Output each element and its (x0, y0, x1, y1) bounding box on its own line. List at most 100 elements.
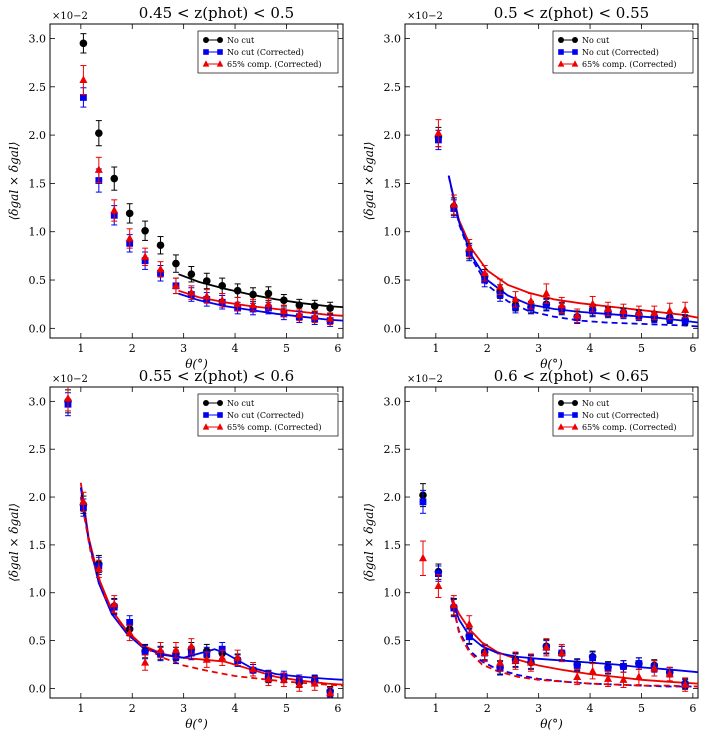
legend-marker-square (203, 412, 209, 418)
data-point-circle (218, 282, 227, 290)
data-point-triangle (279, 306, 288, 314)
data-point-triangle (94, 165, 103, 173)
x-axis-label: θ(°) (540, 717, 563, 731)
data-point-triangle (79, 497, 88, 505)
data-point-triangle (218, 295, 227, 304)
y-tick-label: 0.0 (384, 322, 402, 335)
data-point-square (635, 660, 643, 667)
data-point-square (419, 498, 427, 506)
legend-marker-square (217, 412, 223, 418)
x-tick-label: 6 (689, 702, 696, 715)
x-tick-label: 5 (638, 702, 645, 715)
data-point-square (141, 648, 149, 656)
legend-label: 65% comp. (Corrected) (227, 60, 322, 69)
x-tick-label: 2 (484, 342, 491, 355)
model-curve-solid (79, 482, 343, 686)
y-tick-label: 1.0 (29, 226, 47, 239)
legend-marker-circle (203, 37, 209, 43)
data-point-triangle (588, 299, 597, 308)
data-point-triangle (125, 233, 134, 242)
data-layer (79, 33, 343, 327)
y-tick-label: 3.0 (384, 32, 402, 45)
data-point-triangle (310, 679, 319, 687)
legend-label: No cut (Corrected) (227, 48, 304, 57)
plot-frame (404, 386, 699, 699)
y-tick-label: 1.5 (29, 177, 47, 190)
y-axis-label: ⟨δgal × δgal⟩ (7, 142, 21, 221)
data-point-triangle (434, 128, 443, 137)
legend-marker-circle (558, 37, 564, 43)
data-point-circle (172, 259, 180, 268)
data-point-triangle (511, 656, 520, 664)
data-point-triangle (573, 672, 582, 680)
data-point-triangle (295, 680, 304, 688)
x-axis-label: θ(°) (185, 357, 208, 371)
data-point-triangle (665, 669, 674, 678)
data-point-triangle (310, 312, 319, 320)
legend-marker-triangle (216, 423, 224, 430)
legend-marker-circle (203, 400, 209, 406)
y-tick-label: 0.5 (29, 274, 47, 287)
data-point-triangle (681, 680, 690, 688)
legend-marker-circle (572, 400, 578, 406)
legend-marker-circle (217, 37, 223, 43)
legend-marker-triangle (202, 423, 210, 430)
data-point-triangle (573, 311, 582, 319)
x-tick-label: 2 (129, 702, 136, 715)
y-exponent-label: ×10−2 (407, 11, 443, 22)
legend-marker-square (572, 412, 578, 418)
plot-frame (404, 23, 699, 339)
data-point-triangle (79, 75, 88, 84)
data-point-triangle (542, 289, 551, 297)
y-exponent-label: ×10−2 (407, 374, 443, 385)
y-tick-label: 0.0 (29, 322, 47, 335)
y-tick-label: 1.0 (384, 587, 402, 600)
y-tick-label: 1.5 (384, 539, 402, 552)
data-layer (418, 483, 698, 692)
data-point-triangle (588, 666, 597, 675)
legend-marker-square (572, 49, 578, 55)
x-tick-label: 5 (283, 702, 290, 715)
plot-frame (49, 386, 344, 699)
legend-marker-square (558, 412, 564, 418)
y-tick-label: 0.5 (29, 635, 47, 648)
x-tick-label: 1 (432, 342, 439, 355)
data-point-circle (141, 226, 149, 235)
y-tick-label: 2.0 (29, 129, 47, 142)
x-axis-label: θ(°) (540, 357, 563, 371)
data-point-square (80, 94, 87, 101)
data-point-square (604, 664, 612, 672)
x-tick-label: 5 (638, 342, 645, 355)
data-point-triangle (202, 655, 211, 663)
data-point-triangle (94, 564, 103, 572)
data-point-circle (125, 209, 134, 218)
model-curve-dashed (450, 597, 698, 688)
legend: No cut No cut (Corrected) 65% comp. (Corre… (197, 393, 339, 437)
y-tick-label: 1.0 (384, 226, 402, 239)
data-point-triangle (156, 264, 165, 273)
model-curve-solid (447, 175, 698, 319)
x-tick-label: 5 (283, 342, 290, 355)
data-point-circle (280, 296, 288, 305)
data-point-triangle (249, 664, 258, 673)
y-tick-label: 2.5 (384, 81, 402, 94)
legend-marker-triangle (202, 60, 210, 67)
model-curve-solid (447, 175, 698, 324)
data-point-triangle (604, 304, 613, 313)
x-tick-label: 4 (587, 342, 594, 355)
data-point-square (542, 301, 550, 309)
data-point-square (573, 662, 581, 669)
x-tick-label: 3 (180, 342, 187, 355)
x-tick-label: 3 (535, 342, 542, 355)
data-point-square (435, 570, 442, 577)
data-point-triangle (557, 300, 566, 309)
data-point-triangle (434, 581, 443, 590)
x-tick-label: 4 (232, 342, 239, 355)
panel-title: 0.6 < z(phot) < 0.65 (494, 367, 649, 385)
model-curve-dashed (450, 597, 698, 688)
data-point-square (465, 633, 473, 641)
x-tick-label: 4 (587, 702, 594, 715)
data-point-triangle (218, 653, 227, 661)
data-point-square (126, 619, 134, 626)
legend-label: No cut (227, 399, 255, 408)
